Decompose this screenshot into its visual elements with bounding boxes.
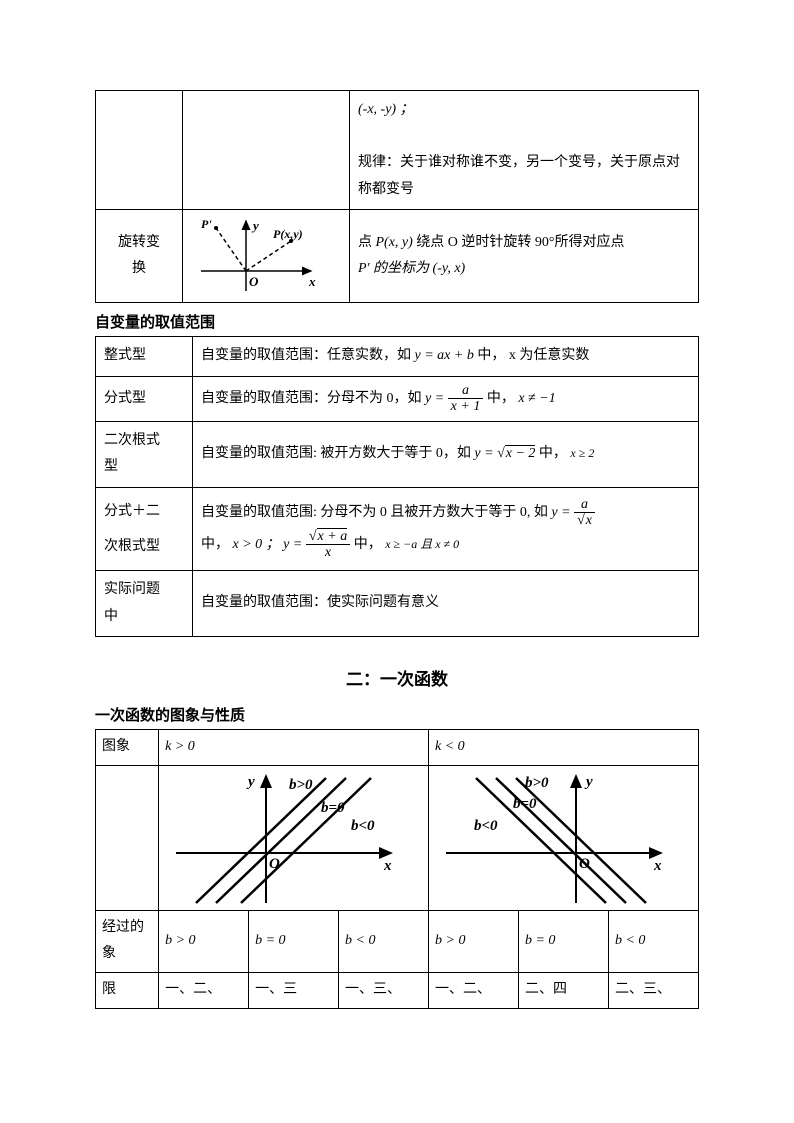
t3r3: 经过的象 b > 0 b = 0 b < 0 b > 0 b = 0 b < 0	[96, 910, 699, 972]
table-domain: 整式型 自变量的取值范围：任意实数，如 y = ax + b 中， x 为任意实…	[95, 336, 699, 637]
table-transforms: (-x, -y) ； 规律：关于谁对称谁不变，另一个变号，关于原点对称都变号 旋…	[95, 90, 699, 303]
t2r4c1: 分式＋二 次根式型	[96, 487, 193, 570]
t2r2c1: 分式型	[96, 376, 193, 421]
graph-kneg-svg: O x y b>0 b=0 b<0	[431, 768, 681, 908]
t1r2c2-diagram: O x y P(x,y) P'	[183, 210, 350, 303]
svg-text:O: O	[269, 856, 280, 872]
t1r1c3-math: (-x, -y) ；	[358, 102, 414, 117]
t1r1c3-text: 规律：关于谁对称谁不变，另一个变号，关于原点对称都变号	[358, 155, 680, 197]
heading-linear: 二：一次函数	[95, 665, 699, 690]
t3r2c1	[96, 765, 159, 910]
t3r3c6: b = 0	[518, 910, 608, 972]
t2r3c2: 自变量的取值范围: 被开方数大于等于 0，如 y = √x − 2 中， x ≥…	[193, 421, 699, 487]
t2r4: 分式＋二 次根式型 自变量的取值范围: 分母不为 0 且被开方数大于等于 0, …	[96, 487, 699, 570]
svg-text:b>0: b>0	[525, 775, 549, 791]
table-linear-graph: 图象 k > 0 k < 0 O x y b>0 b=0 b<0	[95, 729, 699, 1008]
table1-row1: (-x, -y) ； 规律：关于谁对称谁不变，另一个变号，关于原点对称都变号	[96, 91, 699, 210]
t2r4c2: 自变量的取值范围: 分母不为 0 且被开方数大于等于 0, 如 y = a√x …	[193, 487, 699, 570]
t3r4c4: 一、三、	[339, 972, 429, 1008]
svg-text:y: y	[251, 218, 259, 233]
t3r3c1: 经过的象	[96, 910, 159, 972]
t1r2c3: 点 P(x, y) 绕点 O 逆时针旋转 90°所得对应点 P' 的坐标为 (-…	[350, 210, 699, 303]
svg-text:b=0: b=0	[513, 796, 537, 812]
t2r5c1: 实际问题 中	[96, 570, 193, 636]
t3r3c2: b > 0	[159, 910, 249, 972]
t1r1c1	[96, 91, 183, 210]
t3r1c2: k > 0	[159, 730, 429, 766]
svg-text:b=0: b=0	[321, 800, 345, 816]
t3r2: O x y b>0 b=0 b<0 O x y b>0 b=0 b<0	[96, 765, 699, 910]
t1r2c1: 旋转变 换	[96, 210, 183, 303]
svg-text:P(x,y): P(x,y)	[273, 227, 303, 241]
svg-text:P': P'	[201, 217, 212, 231]
t2r2c2: 自变量的取值范围：分母不为 0，如 y = ax + 1 中， x ≠ −1	[193, 376, 699, 421]
t2r5: 实际问题 中 自变量的取值范围：使实际问题有意义	[96, 570, 699, 636]
heading-graph-props: 一次函数的图象与性质	[95, 704, 699, 725]
t3r1: 图象 k > 0 k < 0	[96, 730, 699, 766]
svg-text:O: O	[579, 856, 590, 872]
page-root: (-x, -y) ； 规律：关于谁对称谁不变，另一个变号，关于原点对称都变号 旋…	[0, 0, 794, 1123]
t3r2-graph-neg: O x y b>0 b=0 b<0	[429, 765, 699, 910]
svg-text:b<0: b<0	[351, 818, 375, 834]
t3r2-graph-pos: O x y b>0 b=0 b<0	[159, 765, 429, 910]
svg-text:b>0: b>0	[289, 777, 313, 793]
t2r3c1: 二次根式 型	[96, 421, 193, 487]
t3r3c7: b < 0	[608, 910, 698, 972]
svg-text:x: x	[383, 858, 392, 874]
t3r4c2: 一、二、	[159, 972, 249, 1008]
svg-text:x: x	[653, 858, 662, 874]
svg-text:y: y	[584, 774, 593, 790]
t3r3c5: b > 0	[429, 910, 519, 972]
t3r4c7: 二、三、	[608, 972, 698, 1008]
svg-text:O: O	[249, 274, 259, 289]
t3r3c3: b = 0	[249, 910, 339, 972]
t2r2: 分式型 自变量的取值范围：分母不为 0，如 y = ax + 1 中， x ≠ …	[96, 376, 699, 421]
t3r4: 限 一、二、 一、三 一、三、 一、二、 二、四 二、三、	[96, 972, 699, 1008]
svg-text:x: x	[308, 274, 316, 289]
t2r1c2: 自变量的取值范围：任意实数，如 y = ax + b 中， x 为任意实数	[193, 337, 699, 377]
t3r4c6: 二、四	[518, 972, 608, 1008]
svg-text:y: y	[246, 774, 255, 790]
graph-kpos-svg: O x y b>0 b=0 b<0	[161, 768, 411, 908]
table1-row2: 旋转变 换 O x y P(x,y) P' 点 P(x, y) 绕点 O 逆时针…	[96, 210, 699, 303]
t3r3c4: b < 0	[339, 910, 429, 972]
t1r1c3: (-x, -y) ； 规律：关于谁对称谁不变，另一个变号，关于原点对称都变号	[350, 91, 699, 210]
t3r1c1: 图象	[96, 730, 159, 766]
t3r1c3: k < 0	[429, 730, 699, 766]
t2r1c1: 整式型	[96, 337, 193, 377]
t3r4c1: 限	[96, 972, 159, 1008]
t3r4c5: 一、二、	[429, 972, 519, 1008]
t3r4c3: 一、三	[249, 972, 339, 1008]
t2r1: 整式型 自变量的取值范围：任意实数，如 y = ax + b 中， x 为任意实…	[96, 337, 699, 377]
t2r3: 二次根式 型 自变量的取值范围: 被开方数大于等于 0，如 y = √x − 2…	[96, 421, 699, 487]
svg-text:b<0: b<0	[474, 818, 498, 834]
heading-domain: 自变量的取值范围	[95, 311, 699, 332]
rotation-diagram-svg: O x y P(x,y) P'	[191, 216, 321, 296]
t1r1c2	[183, 91, 350, 210]
t2r5c2: 自变量的取值范围：使实际问题有意义	[193, 570, 699, 636]
